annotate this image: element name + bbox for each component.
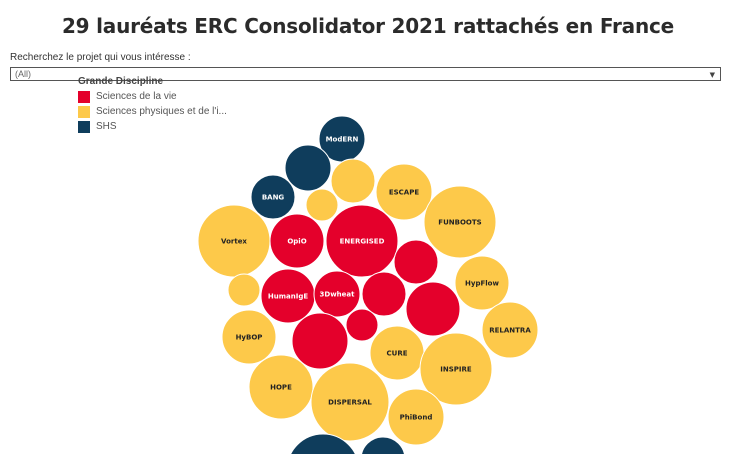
bubble[interactable] bbox=[287, 433, 359, 454]
bubble-circle[interactable] bbox=[248, 354, 314, 420]
bubble-opio[interactable]: OpiO bbox=[269, 213, 325, 269]
legend-item-shs[interactable]: SHS bbox=[78, 119, 227, 134]
bubble-label: RELANTRA bbox=[489, 327, 531, 335]
page-title: 29 lauréats ERC Consolidator 2021 rattac… bbox=[61, 14, 675, 38]
bubble-label: HypFlow bbox=[465, 280, 499, 288]
bubble-circle[interactable] bbox=[405, 281, 461, 337]
legend-label: SHS bbox=[96, 121, 117, 132]
bubble[interactable] bbox=[227, 273, 261, 307]
bubble-label: CURE bbox=[387, 350, 408, 358]
bubble-circle[interactable] bbox=[269, 213, 325, 269]
bubble[interactable] bbox=[393, 239, 439, 285]
legend-title: Grande Discipline bbox=[78, 76, 164, 87]
bubble[interactable] bbox=[330, 158, 376, 204]
bubble-circle[interactable] bbox=[284, 144, 332, 192]
bubble-hope[interactable]: HOPE bbox=[248, 354, 314, 420]
bubble-label: HumanIgE bbox=[268, 293, 308, 301]
bubble-hypflow[interactable]: HypFlow bbox=[454, 255, 510, 311]
legend-swatch-red bbox=[78, 90, 90, 103]
bubble-energised[interactable]: ENERGISED bbox=[325, 204, 399, 278]
bubble-inspire[interactable]: INSPIRE bbox=[419, 332, 493, 406]
legend-swatch-yellow bbox=[78, 105, 90, 118]
bubble-circle[interactable] bbox=[345, 308, 379, 342]
bubble-circle[interactable] bbox=[423, 185, 497, 259]
bubble[interactable] bbox=[305, 188, 339, 222]
bubble-circle[interactable] bbox=[481, 301, 539, 359]
bubble-circle[interactable] bbox=[454, 255, 510, 311]
bubble-label: ESCAPE bbox=[389, 189, 420, 197]
bubble[interactable] bbox=[284, 144, 332, 192]
bubble-dispersal[interactable]: DISPERSAL bbox=[310, 362, 390, 442]
bubble-label: HyBOP bbox=[236, 334, 263, 342]
legend-label: Sciences de la vie bbox=[96, 91, 177, 102]
bubble-hybop[interactable]: HyBOP bbox=[221, 309, 277, 365]
project-filter-label: Recherchez le projet qui vous intéresse … bbox=[10, 52, 191, 63]
bubble[interactable] bbox=[361, 271, 407, 317]
legend-label: Sciences physiques et de l'i... bbox=[96, 106, 227, 117]
bubble-label: DISPERSAL bbox=[328, 399, 372, 407]
bubble-phibond[interactable]: PhiBond bbox=[387, 388, 445, 446]
bubble-label: INSPIRE bbox=[440, 366, 472, 374]
bubble-circle[interactable] bbox=[325, 204, 399, 278]
bubble-3dwheat[interactable]: 3Dwheat bbox=[313, 270, 361, 318]
bubble-bang[interactable]: BANG bbox=[250, 174, 296, 220]
bubble-cure[interactable]: CURE bbox=[369, 325, 425, 381]
bubble-label: OpiO bbox=[287, 238, 306, 246]
bubble[interactable] bbox=[291, 312, 349, 370]
bubble[interactable] bbox=[345, 308, 379, 342]
bubble-label: BANG bbox=[262, 194, 285, 202]
bubble-label: 3Dwheat bbox=[320, 291, 356, 299]
legend-item-sciences-de-la-vie[interactable]: Sciences de la vie bbox=[78, 89, 227, 104]
bubble-label: ModERN bbox=[326, 136, 359, 144]
chevron-down-icon[interactable]: ▼ bbox=[709, 71, 715, 79]
bubble-circle[interactable] bbox=[330, 158, 376, 204]
bubble-circle[interactable] bbox=[361, 271, 407, 317]
bubble-circle[interactable] bbox=[287, 433, 359, 454]
bubble-label: ENERGISED bbox=[340, 238, 385, 246]
bubble-vortex[interactable]: Vortex bbox=[197, 204, 271, 278]
bubble-circle[interactable] bbox=[387, 388, 445, 446]
bubble-circle[interactable] bbox=[250, 174, 296, 220]
bubble-circle[interactable] bbox=[310, 362, 390, 442]
bubble-label: PhiBond bbox=[400, 414, 433, 422]
project-filter-dropdown[interactable]: (All) ▼ bbox=[10, 67, 721, 81]
bubble[interactable] bbox=[405, 281, 461, 337]
bubble-circle[interactable] bbox=[375, 163, 433, 221]
bubble-label: Vortex bbox=[221, 238, 247, 246]
bubble-label: HOPE bbox=[270, 384, 292, 392]
bubble-label: FUNBOOTS bbox=[438, 219, 481, 227]
bubble-circle[interactable] bbox=[291, 312, 349, 370]
legend-item-sciences-physiques[interactable]: Sciences physiques et de l'i... bbox=[78, 104, 227, 119]
bubble-funboots[interactable]: FUNBOOTS bbox=[423, 185, 497, 259]
bubble-circle[interactable] bbox=[313, 270, 361, 318]
bubble-humanige[interactable]: HumanIgE bbox=[260, 268, 316, 324]
bubble-circle[interactable] bbox=[393, 239, 439, 285]
legend-swatch-navy bbox=[78, 120, 90, 133]
project-filter-value: (All) bbox=[15, 69, 31, 79]
bubble-escape[interactable]: ESCAPE bbox=[375, 163, 433, 221]
bubble-circle[interactable] bbox=[361, 436, 405, 454]
bubble-circle[interactable] bbox=[305, 188, 339, 222]
bubble-circle[interactable] bbox=[221, 309, 277, 365]
legend: Grande Discipline Sciences de la vie Sci… bbox=[78, 75, 227, 134]
bubble-circle[interactable] bbox=[419, 332, 493, 406]
bubble-speedy[interactable]: SPEEDY bbox=[361, 436, 405, 454]
bubble-relantra[interactable]: RELANTRA bbox=[481, 301, 539, 359]
bubble-circle[interactable] bbox=[227, 273, 261, 307]
